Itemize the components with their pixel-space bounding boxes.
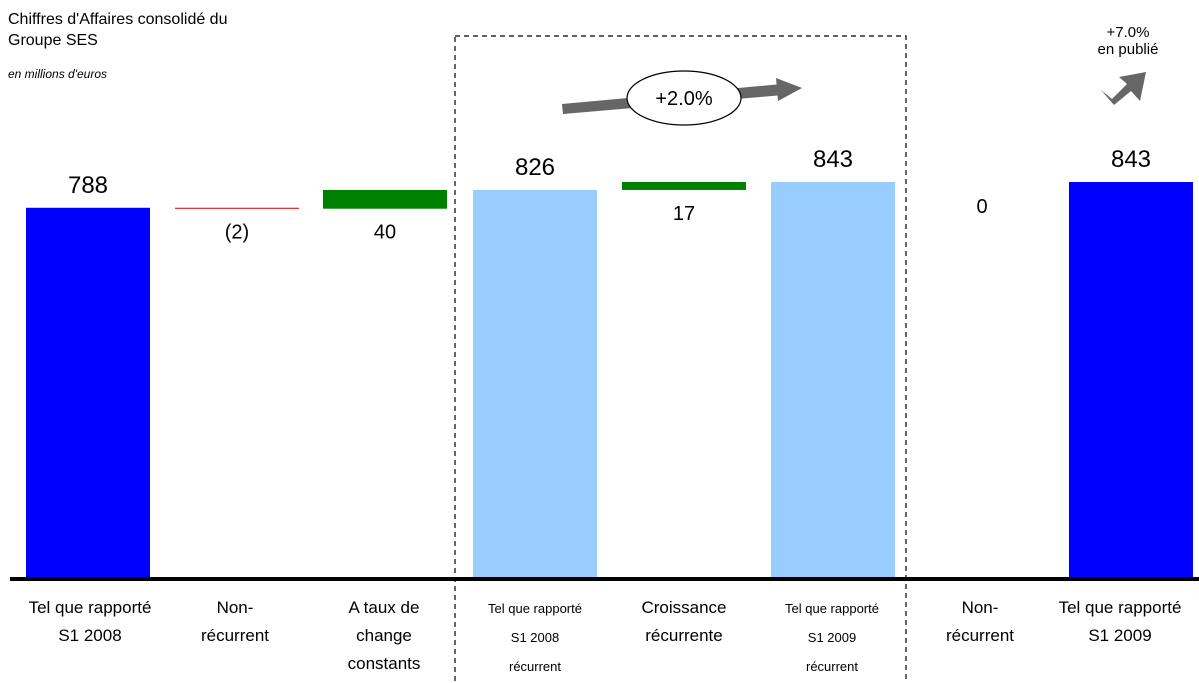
bar-5 bbox=[622, 182, 746, 190]
chart-subtitle: en millions d'euros bbox=[8, 67, 108, 81]
published-growth-note: +7.0% en publié bbox=[1072, 24, 1184, 58]
recurring-growth-arrow-head bbox=[776, 78, 802, 101]
published-growth-arrow bbox=[1101, 72, 1146, 105]
chart-title-line-2: Groupe SES bbox=[8, 32, 98, 49]
category-label-4: Tel que rapporté S1 2008 récurrent bbox=[488, 601, 582, 674]
bar-3 bbox=[323, 189, 447, 209]
chart-title: Chiffres d'Affaires consolidé du Groupe … bbox=[8, 9, 227, 51]
category-label-7: Non-récurrent bbox=[946, 598, 1014, 645]
recurring-section-frame bbox=[454, 35, 907, 683]
bar-6 bbox=[771, 182, 895, 577]
value-label-7: 0 bbox=[976, 196, 987, 218]
category-label-6: Tel que rapporté S1 2009 récurrent bbox=[785, 601, 879, 674]
published-growth-value: +7.0% bbox=[1106, 24, 1150, 41]
published-growth-text: en publié bbox=[1097, 41, 1159, 58]
recurring-growth-label: +2.0% bbox=[655, 88, 712, 110]
value-label-4: 826 bbox=[515, 154, 555, 181]
value-label-2: (2) bbox=[225, 222, 249, 244]
value-label-1: 788 bbox=[68, 172, 108, 199]
category-label-2: Non-récurrent bbox=[201, 598, 269, 645]
value-label-8: 843 bbox=[1111, 146, 1151, 173]
value-label-6: 843 bbox=[813, 146, 853, 173]
category-label-5: Croissance récurrente bbox=[641, 598, 726, 645]
category-label-3: A taux de change constants bbox=[348, 598, 421, 673]
recurring-growth-bubble bbox=[626, 70, 742, 126]
category-label-1: Tel que rapporté S1 2008 bbox=[29, 598, 152, 645]
bar-8 bbox=[1069, 182, 1193, 577]
value-label-5: 17 bbox=[673, 203, 695, 225]
value-label-3: 40 bbox=[374, 222, 396, 244]
bar-2 bbox=[175, 207, 299, 209]
bar-4 bbox=[473, 189, 597, 578]
bar-1 bbox=[26, 207, 150, 577]
chart-title-line-1: Chiffres d'Affaires consolidé du bbox=[8, 11, 228, 28]
category-label-8: Tel que rapporté S1 2009 bbox=[1059, 598, 1182, 645]
